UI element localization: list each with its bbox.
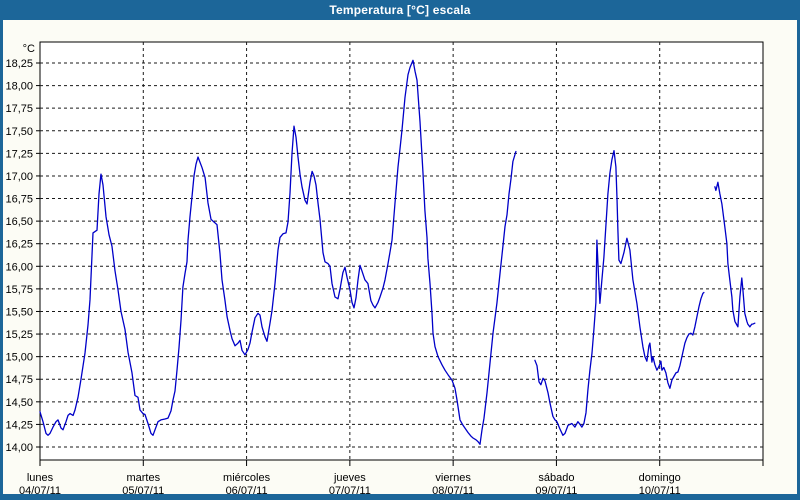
y-axis-label: 14,00	[5, 442, 33, 454]
y-axis-label: 16,50	[5, 216, 33, 228]
x-axis-date-label: 04/07/11	[19, 485, 61, 497]
temperature-line-segment	[534, 149, 705, 436]
y-axis-label: 15,25	[5, 329, 33, 341]
y-axis-label: 15,75	[5, 284, 33, 296]
y-axis-unit-label: °C	[23, 43, 35, 55]
x-axis-weekday-label: martes	[126, 472, 160, 484]
x-axis-date-label: 09/07/11	[535, 485, 577, 497]
x-axis-date-label: 06/07/11	[226, 485, 268, 497]
window-title-bar: Temperatura [°C] escala	[0, 0, 800, 20]
x-axis-weekday-label: lunes	[27, 472, 54, 484]
y-axis-label: 16,00	[5, 261, 33, 273]
window-title: Temperatura [°C] escala	[329, 3, 471, 17]
x-axis-weekday-label: miércoles	[223, 472, 271, 484]
y-axis-label: 17,50	[5, 126, 33, 138]
y-axis-label: 14,50	[5, 397, 33, 409]
x-axis-weekday-label: sábado	[538, 472, 574, 484]
y-axis-label: 15,50	[5, 306, 33, 318]
y-axis-label: 16,75	[5, 194, 33, 206]
x-axis-date-label: 05/07/11	[122, 485, 164, 497]
x-axis-weekday-label: jueves	[333, 472, 366, 484]
y-axis-label: 15,00	[5, 352, 33, 364]
plot-area	[39, 41, 764, 461]
y-axis-label: 17,00	[5, 171, 33, 183]
x-axis-date-label: 10/07/11	[639, 485, 681, 497]
x-axis-weekday-label: viernes	[435, 472, 471, 484]
y-axis-label: 14,75	[5, 374, 33, 386]
x-axis-date-label: 07/07/11	[329, 485, 371, 497]
y-axis-label: 18,25	[5, 58, 33, 70]
y-axis-label: 16,25	[5, 239, 33, 251]
y-axis-label: 14,25	[5, 419, 33, 431]
y-axis-label: 17,25	[5, 148, 33, 160]
temperature-line-segment	[714, 181, 756, 328]
y-axis-label: 18,00	[5, 81, 33, 93]
x-axis-date-label: 08/07/11	[432, 485, 474, 497]
temperature-line-segment	[39, 59, 517, 445]
x-axis-weekday-label: domingo	[639, 472, 681, 484]
y-axis-label: 17,75	[5, 103, 33, 115]
